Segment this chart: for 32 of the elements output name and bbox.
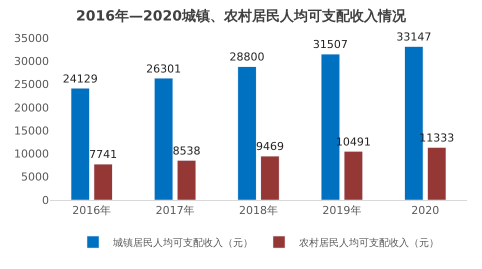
x-tick-label: 2016年 bbox=[72, 204, 112, 218]
x-tick-label: 2019年 bbox=[322, 204, 362, 218]
data-label: 7741 bbox=[89, 148, 118, 162]
y-tick-label: 25000 bbox=[14, 78, 49, 92]
data-label: 31507 bbox=[312, 38, 348, 52]
y-tick-label: 5000 bbox=[21, 170, 49, 184]
y-tick-label: 35000 bbox=[14, 32, 49, 45]
bar bbox=[260, 156, 280, 200]
x-tick-label: 2018年 bbox=[239, 204, 278, 218]
x-tick-label: 2020 bbox=[411, 204, 440, 218]
data-label: 33147 bbox=[396, 30, 432, 44]
data-label: 24129 bbox=[62, 72, 98, 86]
bar bbox=[70, 88, 90, 200]
chart-title: 2016年—2020城镇、农村居民人均可支配收入情况 bbox=[76, 8, 407, 25]
bar bbox=[94, 164, 113, 200]
y-tick-label: 10000 bbox=[14, 148, 49, 161]
data-label: 28800 bbox=[230, 50, 265, 64]
bar bbox=[177, 160, 196, 200]
bar bbox=[238, 66, 256, 200]
y-tick-label: 15000 bbox=[14, 124, 49, 138]
data-label: 26301 bbox=[146, 62, 182, 76]
y-tick-label: 0 bbox=[42, 194, 49, 207]
y-tick-label: 30000 bbox=[14, 54, 49, 68]
bar bbox=[154, 78, 174, 200]
bar bbox=[427, 147, 446, 200]
bar bbox=[344, 151, 363, 200]
legend-label: 农村居民人均可支配收入（元） bbox=[299, 236, 439, 249]
data-label: 9469 bbox=[256, 140, 284, 154]
legend-label: 城镇居民人均可支配收入（元） bbox=[112, 236, 253, 249]
data-label: 8538 bbox=[172, 144, 201, 158]
x-tick-label: 2017年 bbox=[156, 204, 195, 218]
y-tick-label: 20000 bbox=[14, 101, 49, 114]
